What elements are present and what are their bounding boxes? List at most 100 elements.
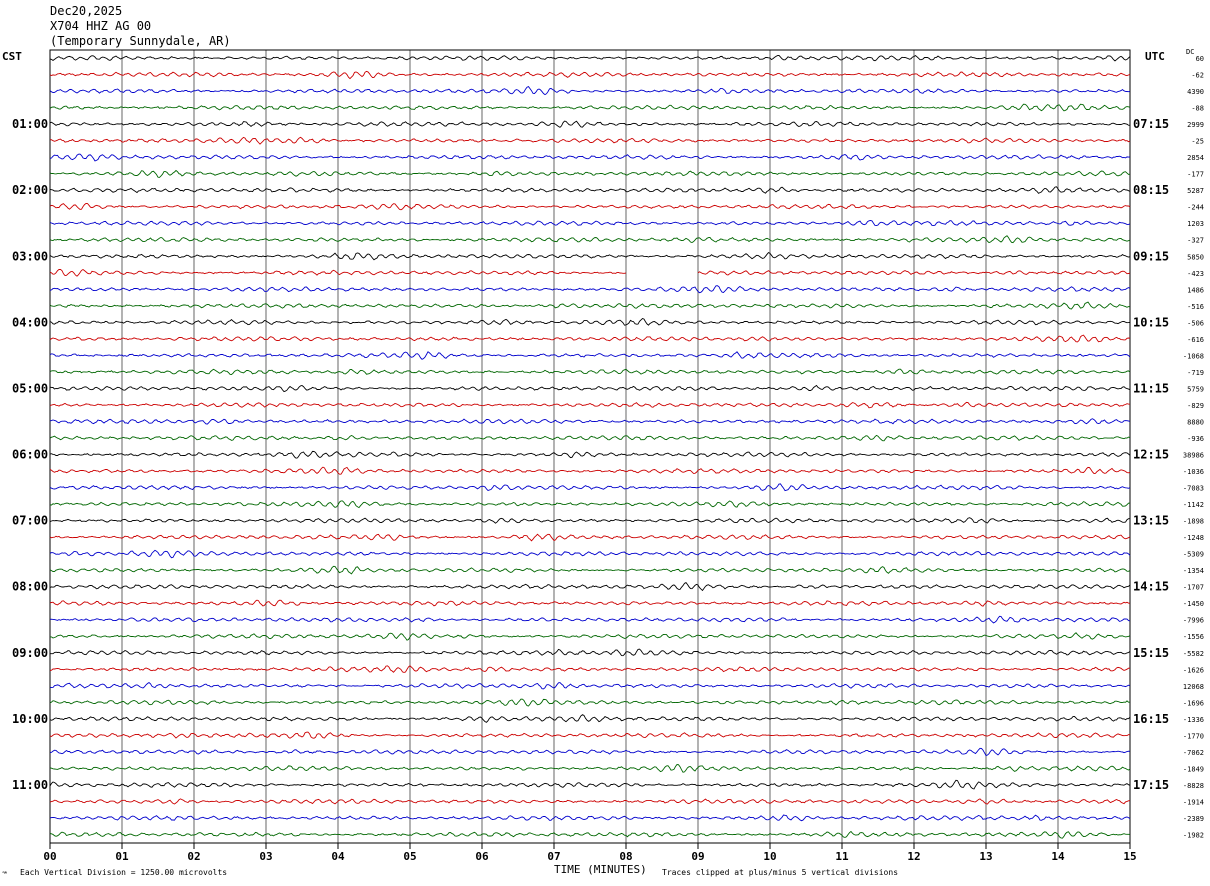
dc-offset-label: 60: [1196, 55, 1204, 63]
dc-offset-label: -1626: [1183, 666, 1204, 674]
station-location: (Temporary Sunnydale, AR): [50, 34, 231, 48]
dc-offset-label: -1036: [1183, 468, 1204, 476]
cst-hour-label: 06:00: [12, 448, 48, 462]
trace-line-11: [49, 220, 1131, 227]
utc-hour-label: 08:15: [1133, 183, 1169, 197]
dc-offset-label: -88: [1191, 105, 1204, 113]
dc-offset-label: -1770: [1183, 732, 1204, 740]
x-tick-label: 12: [907, 850, 920, 863]
utc-hour-label: 17:15: [1133, 778, 1169, 792]
x-tick-label: 13: [979, 850, 992, 863]
trace-line-24: [49, 434, 1131, 442]
trace-line-36: [50, 632, 1131, 641]
x-tick-label: 01: [115, 850, 129, 863]
dc-offset-label: 5287: [1187, 187, 1204, 195]
label-group: 00 01 02 03 04 05 06 07 08 09 10 11 12 13 14 15 60 -62 439…: [12, 55, 1204, 863]
x-tick-label: 06: [475, 850, 489, 863]
trace-line-41: [49, 714, 1131, 723]
dc-label: DC: [1186, 48, 1195, 56]
cst-hour-label: 11:00: [12, 778, 48, 792]
trace-line-5: [49, 120, 1131, 128]
trace-line-16: [49, 301, 1131, 310]
trace-line-3: [49, 86, 1131, 96]
trace-line-43: [49, 747, 1131, 757]
dc-offset-label: -1336: [1183, 716, 1204, 724]
trace-line-8: [49, 169, 1131, 178]
dc-offset-label: -7062: [1183, 749, 1204, 757]
dc-offset-label: -327: [1187, 237, 1204, 245]
dc-offset-label: -1849: [1183, 765, 1204, 773]
trace-line-28: [49, 500, 1131, 509]
clip-note: Traces clipped at plus/minus 5 vertical …: [662, 868, 899, 877]
trace-line-21: [49, 384, 1131, 393]
x-tick-label: 02: [187, 850, 200, 863]
dc-offset-label: -1142: [1183, 501, 1204, 509]
trace-line-18: [49, 334, 1131, 343]
utc-hour-label: 09:15: [1133, 249, 1169, 263]
utc-axis-label: UTC: [1145, 50, 1165, 63]
trace-line-26: [49, 466, 1131, 475]
dc-offset-label: -936: [1187, 435, 1204, 443]
x-tick-label: 05: [403, 850, 416, 863]
dc-offset-label: -1914: [1183, 798, 1204, 806]
utc-hour-label: 11:15: [1133, 381, 1169, 395]
cst-hour-label: 09:00: [12, 646, 48, 660]
trace-line-34: [49, 599, 1131, 607]
x-tick-label: 14: [1051, 850, 1065, 863]
dc-offset-label: -1354: [1183, 567, 1204, 575]
trace-group: [49, 55, 1131, 839]
trace-line-39: [49, 682, 1131, 690]
cst-hour-label: 02:00: [12, 183, 48, 197]
trace-line-15: [49, 285, 1131, 294]
dc-offset-label: -506: [1187, 319, 1204, 327]
x-tick-label: 03: [259, 850, 272, 863]
cst-axis-label: CST: [2, 50, 22, 63]
dc-offset-label: 12068: [1183, 683, 1204, 691]
dc-offset-label: -1898: [1183, 518, 1204, 526]
cst-hour-label: 08:00: [12, 580, 48, 594]
dc-offset-label: -8828: [1183, 782, 1204, 790]
trace-line-23: [49, 418, 1131, 425]
plot-frame: [49, 49, 1131, 844]
trace-line-29: [49, 517, 1130, 524]
utc-hour-label: 16:15: [1133, 712, 1169, 726]
trace-line-47: [49, 814, 1131, 822]
trace-line-7: [49, 153, 1131, 162]
dc-offset-label: -829: [1187, 402, 1204, 410]
trace-line-12: [49, 235, 1131, 244]
x-tick-label: 10: [763, 850, 776, 863]
dc-offset-label: 8880: [1187, 418, 1204, 426]
dc-offset-label: -1068: [1183, 352, 1204, 360]
x-tick-label: 00: [43, 850, 56, 863]
dc-offset-label: 5850: [1187, 253, 1204, 261]
x-axis-title: TIME (MINUTES): [554, 863, 647, 876]
dc-offset-label: -1248: [1183, 534, 1204, 542]
cst-hour-label: 04:00: [12, 315, 48, 329]
trace-line-1: [49, 55, 1131, 62]
cst-hour-label: 10:00: [12, 712, 48, 726]
station-code: X704 HHZ AG 00: [50, 19, 152, 33]
trace-line-25: [49, 450, 1131, 459]
dc-offset-label: -1707: [1183, 584, 1204, 592]
dc-offset-label: 2999: [1187, 121, 1204, 129]
utc-hour-label: 12:15: [1133, 448, 1169, 462]
dc-offset-label: -423: [1187, 270, 1204, 278]
vertical-division-note: Each Vertical Division = 1250.00 microvo…: [20, 868, 228, 877]
dc-offset-label: -177: [1187, 171, 1204, 179]
trace-line-45: [49, 779, 1131, 790]
utc-hour-label: 10:15: [1133, 315, 1169, 329]
trace-line-30: [49, 533, 1131, 542]
x-tick-label: 07: [547, 850, 560, 863]
scale-icon: ↝: [2, 868, 7, 877]
dc-offset-label: -2389: [1183, 815, 1204, 823]
trace-line-9: [49, 186, 1131, 194]
x-tick-label: 15: [1123, 850, 1136, 863]
plot-grid: [49, 49, 1131, 849]
dc-offset-label: -1450: [1183, 600, 1204, 608]
trace-line-42: [49, 731, 1131, 739]
trace-line-32: [49, 565, 1131, 575]
x-tick-label: 04: [331, 850, 345, 863]
trace-line-22: [49, 401, 1131, 409]
trace-line-27: [49, 483, 1131, 492]
